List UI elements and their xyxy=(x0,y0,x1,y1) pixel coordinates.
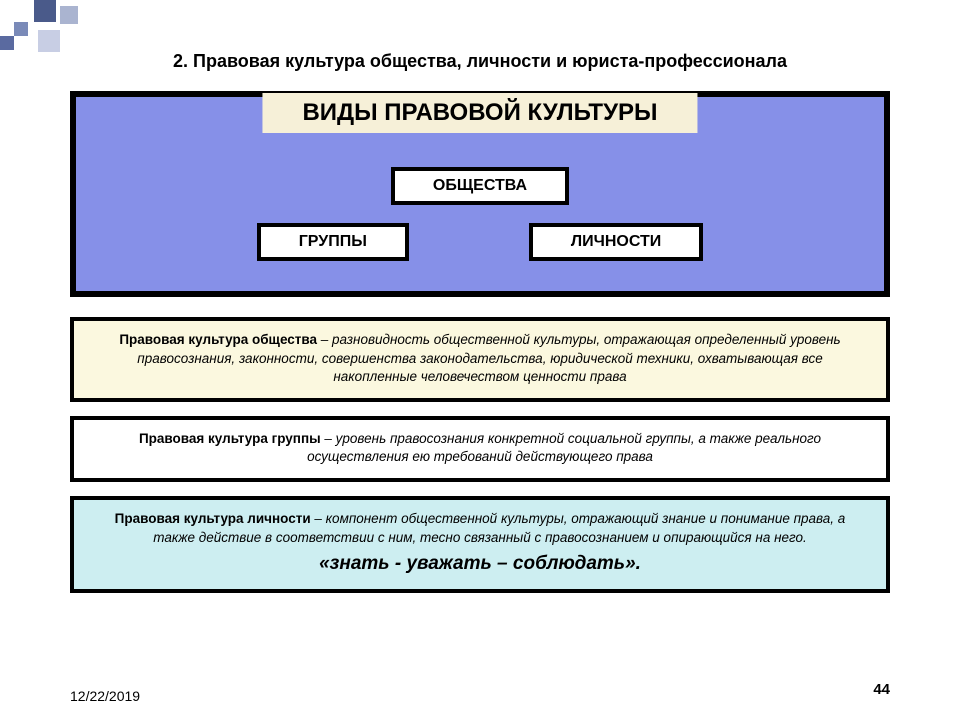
def-term: Правовая культура общества xyxy=(119,332,317,347)
definition-group: Правовая культура группы – уровень право… xyxy=(70,416,890,482)
types-panel: ВИДЫ ПРАВОВОЙ КУЛЬТУРЫ ОБЩЕСТВА ГРУППЫ Л… xyxy=(70,91,890,297)
def-text: – уровень правосознания конкретной социа… xyxy=(307,431,821,464)
footer-page-number: 44 xyxy=(873,681,890,698)
definition-society: Правовая культура общества – разновиднос… xyxy=(70,317,890,402)
def-term: Правовая культура личности xyxy=(115,511,311,526)
node-person: ЛИЧНОСТИ xyxy=(529,223,703,261)
node-group: ГРУППЫ xyxy=(257,223,409,261)
node-row-top: ОБЩЕСТВА xyxy=(116,167,844,205)
node-society: ОБЩЕСТВА xyxy=(391,167,569,205)
node-row-bottom: ГРУППЫ ЛИЧНОСТИ xyxy=(116,223,844,261)
panel-title: ВИДЫ ПРАВОВОЙ КУЛЬТУРЫ xyxy=(262,93,697,133)
definitions: Правовая культура общества – разновиднос… xyxy=(70,317,890,592)
def-motto: «знать - уважать – соблюдать». xyxy=(96,551,864,577)
definition-person: Правовая культура личности – компонент о… xyxy=(70,496,890,592)
footer-date: 12/22/2019 xyxy=(70,688,140,704)
slide: 2. Правовая культура общества, личности … xyxy=(0,0,960,720)
def-term: Правовая культура группы xyxy=(139,431,321,446)
slide-heading: 2. Правовая культура общества, личности … xyxy=(90,50,870,73)
